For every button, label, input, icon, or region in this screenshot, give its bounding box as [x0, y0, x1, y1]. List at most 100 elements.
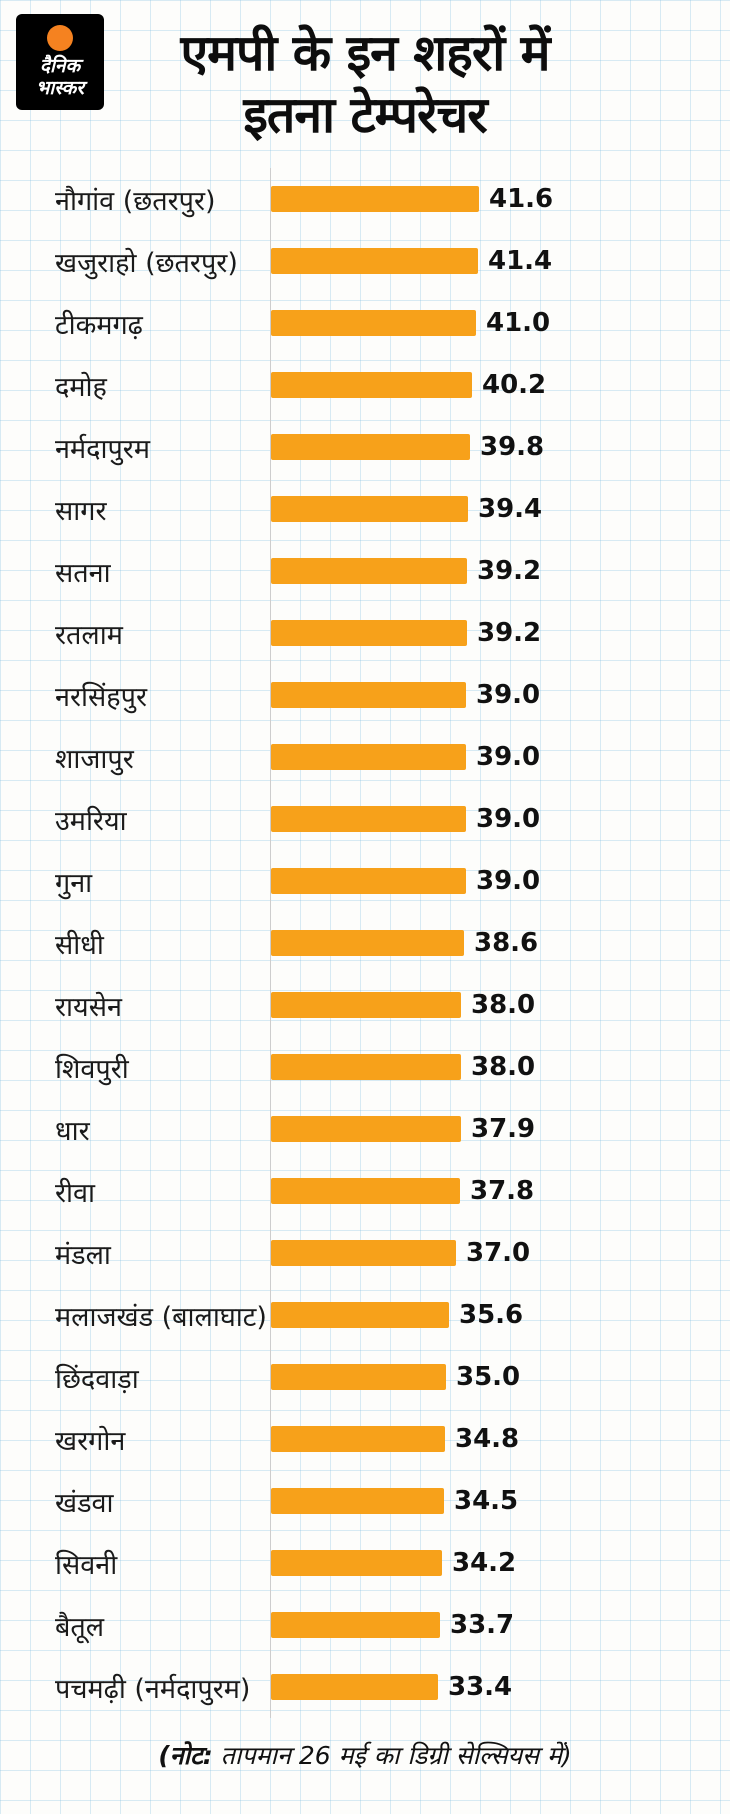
temperature-bar — [271, 248, 478, 274]
city-label: उमरिया — [55, 805, 127, 837]
temperature-value: 39.0 — [476, 680, 541, 710]
city-label: शाजापुर — [55, 743, 134, 775]
temperature-bar — [271, 682, 466, 708]
sun-icon — [47, 25, 73, 51]
chart-row: मलाजखंड (बालाघाट) 35.6 — [0, 1284, 730, 1346]
city-label: खजुराहो (छतरपुर) — [55, 247, 238, 279]
dainik-bhaskar-logo: दैनिक भास्कर — [16, 14, 104, 110]
chart-row: गुना 39.0 — [0, 850, 730, 912]
city-label: शिवपुरी — [55, 1053, 129, 1085]
chart-row: पचमढ़ी (नर्मदापुरम) 33.4 — [0, 1656, 730, 1718]
city-label: रीवा — [55, 1177, 96, 1209]
temperature-bar — [271, 1116, 461, 1142]
city-label: रायसेन — [55, 991, 122, 1023]
bar-area: 37.8 — [270, 1160, 730, 1222]
temperature-bar — [271, 1612, 440, 1638]
temperature-bar — [271, 1364, 446, 1390]
temperature-bar — [271, 1178, 460, 1204]
temperature-bar — [271, 1550, 442, 1576]
logo-text-line2: भास्कर — [35, 77, 85, 99]
bar-area: 38.0 — [270, 1036, 730, 1098]
bar-area: 40.2 — [270, 354, 730, 416]
temperature-bar — [271, 806, 466, 832]
temperature-value: 37.0 — [466, 1238, 531, 1268]
temperature-value: 41.0 — [486, 308, 551, 338]
temperature-value: 39.0 — [476, 742, 541, 772]
temperature-value: 38.0 — [471, 1052, 536, 1082]
chart-row: छिंदवाड़ा 35.0 — [0, 1346, 730, 1408]
bar-area: 34.8 — [270, 1408, 730, 1470]
city-label: दमोह — [55, 371, 107, 403]
footnote: (नोट: तापमान 26 मई का डिग्री सेल्सियस मे… — [0, 1738, 730, 1772]
temperature-value: 34.5 — [454, 1486, 519, 1516]
bar-area: 39.2 — [270, 602, 730, 664]
city-label: मंडला — [55, 1239, 111, 1271]
temperature-value: 39.0 — [476, 866, 541, 896]
bar-area: 41.0 — [270, 292, 730, 354]
temperature-value: 34.8 — [455, 1424, 520, 1454]
bar-area: 39.0 — [270, 726, 730, 788]
bar-area: 39.4 — [270, 478, 730, 540]
temperature-value: 34.2 — [452, 1548, 517, 1578]
bar-chart: नौगांव (छतरपुर) 41.6 खजुराहो (छतरपुर) 41.4 ट… — [0, 168, 730, 1718]
city-label: सीधी — [55, 929, 104, 961]
footnote-text: तापमान 26 मई का डिग्री सेल्सियस में) — [212, 1741, 572, 1770]
chart-row: बैतूल 33.7 — [0, 1594, 730, 1656]
temperature-value: 35.0 — [456, 1362, 521, 1392]
page-title-line2: इतना टेम्परेचर — [243, 86, 487, 144]
bar-area: 39.8 — [270, 416, 730, 478]
city-label: नर्मदापुरम — [55, 433, 150, 465]
temperature-bar — [271, 1488, 444, 1514]
bar-area: 38.0 — [270, 974, 730, 1036]
bar-area: 41.4 — [270, 230, 730, 292]
temperature-bar — [271, 558, 467, 584]
temperature-value: 39.2 — [477, 618, 542, 648]
chart-row: सीधी 38.6 — [0, 912, 730, 974]
temperature-bar — [271, 434, 470, 460]
bar-area: 37.9 — [270, 1098, 730, 1160]
bar-area: 37.0 — [270, 1222, 730, 1284]
bar-area: 33.4 — [270, 1656, 730, 1718]
bar-area: 34.2 — [270, 1532, 730, 1594]
temperature-value: 37.8 — [470, 1176, 535, 1206]
temperature-bar — [271, 1054, 461, 1080]
city-label: गुना — [55, 867, 93, 899]
temperature-value: 39.0 — [476, 804, 541, 834]
temperature-value: 35.6 — [459, 1300, 524, 1330]
city-label: सिवनी — [55, 1549, 118, 1581]
temperature-bar — [271, 930, 464, 956]
bar-area: 39.0 — [270, 788, 730, 850]
temperature-bar — [271, 620, 467, 646]
city-label: रतलाम — [55, 619, 123, 651]
footnote-label: (नोट: — [158, 1741, 213, 1770]
city-label: सागर — [55, 495, 107, 527]
temperature-bar — [271, 310, 476, 336]
temperature-bar — [271, 868, 466, 894]
logo-text-line1: दैनिक — [39, 55, 81, 77]
temperature-bar — [271, 744, 466, 770]
page-title-line1: एमपी के इन शहरों में — [180, 24, 550, 82]
temperature-value: 33.7 — [450, 1610, 515, 1640]
bar-area: 35.6 — [270, 1284, 730, 1346]
chart-row: दमोह 40.2 — [0, 354, 730, 416]
chart-row: नौगांव (छतरपुर) 41.6 — [0, 168, 730, 230]
bar-area: 39.2 — [270, 540, 730, 602]
city-label: सतना — [55, 557, 111, 589]
chart-row: रायसेन 38.0 — [0, 974, 730, 1036]
city-label: खरगोन — [55, 1425, 126, 1457]
chart-row: रीवा 37.8 — [0, 1160, 730, 1222]
chart-row: उमरिया 39.0 — [0, 788, 730, 850]
temperature-value: 37.9 — [471, 1114, 536, 1144]
temperature-bar — [271, 1674, 438, 1700]
bar-area: 39.0 — [270, 850, 730, 912]
temperature-value: 39.8 — [480, 432, 545, 462]
chart-row: नरसिंहपुर 39.0 — [0, 664, 730, 726]
bar-area: 38.6 — [270, 912, 730, 974]
bar-area: 41.6 — [270, 168, 730, 230]
chart-row: सिवनी 34.2 — [0, 1532, 730, 1594]
bar-area: 35.0 — [270, 1346, 730, 1408]
temperature-bar — [271, 496, 468, 522]
chart-row: खंडवा 34.5 — [0, 1470, 730, 1532]
temperature-bar — [271, 1240, 456, 1266]
